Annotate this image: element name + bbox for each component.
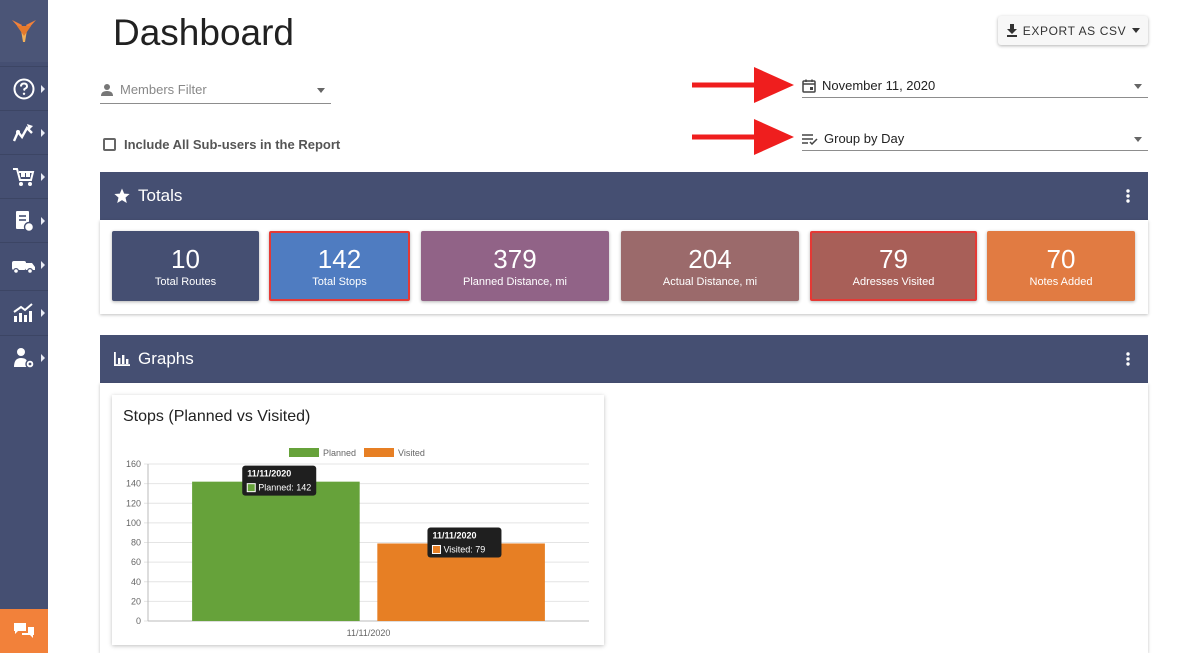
annotation-arrow-date — [692, 67, 794, 103]
total-card-routes[interactable]: 10 Total Routes — [112, 231, 259, 301]
page-title: Dashboard — [113, 12, 295, 53]
vehicles-icon — [12, 260, 35, 274]
total-card-addresses-visited[interactable]: 79 Adresses Visited — [810, 231, 977, 301]
sidebar-item-team-settings[interactable] — [0, 335, 48, 379]
sidebar-item-cart[interactable] — [0, 154, 48, 198]
annotation-arrow-group — [692, 119, 794, 155]
y-tick-label: 20 — [131, 596, 141, 606]
tooltip-swatch — [246, 483, 256, 493]
total-card-value: 142 — [317, 244, 362, 274]
totals-title: Totals — [138, 186, 183, 205]
include-subusers-label: Include All Sub-users in the Report — [124, 137, 341, 152]
bar-chart-icon — [114, 352, 130, 366]
total-card-label: Total Stops — [312, 276, 367, 288]
tooltip-title: 11/11/2020 — [432, 530, 476, 540]
sidebar-item-vehicles[interactable] — [0, 242, 48, 286]
total-card-label: Planned Distance, mi — [463, 276, 567, 288]
y-tick-label: 120 — [126, 498, 141, 508]
help-icon — [13, 78, 35, 99]
total-card-notes-added[interactable]: 70 Notes Added — [987, 231, 1135, 301]
export-csv-button[interactable]: EXPORT AS CSV — [998, 16, 1148, 45]
y-tick-label: 140 — [126, 479, 141, 489]
tooltip-swatch — [431, 544, 441, 554]
total-card-stops[interactable]: 142 Total Stops — [269, 231, 410, 301]
bar-planned — [192, 481, 360, 621]
tooltip-text: Visited: 79 — [443, 544, 485, 554]
dropdown-caret-icon — [1134, 83, 1142, 89]
total-card-label: Notes Added — [1029, 276, 1093, 288]
stops-chart-card: Stops (Planned vs Visited) 0 20 40 60 80 100 1… — [112, 395, 604, 645]
dropdown-caret-icon — [317, 87, 325, 93]
calendar-icon — [802, 79, 816, 93]
group-by-value: Group by Day — [824, 131, 905, 146]
y-tick-label: 160 — [126, 459, 141, 469]
date-value: November 11, 2020 — [822, 78, 936, 93]
legend-label: Visited — [398, 448, 425, 458]
chevron-down-icon — [1132, 28, 1141, 33]
include-subusers-row[interactable]: Include All Sub-users in the Report — [103, 137, 340, 152]
total-card-value: 204 — [688, 244, 732, 274]
y-tick-label: 60 — [131, 557, 141, 567]
download-icon — [1006, 24, 1017, 37]
tooltip-text: Planned: 142 — [258, 483, 311, 493]
total-card-label: Actual Distance, mi — [662, 276, 758, 288]
graphs-title: Graphs — [138, 349, 194, 368]
group-by-select[interactable]: Group by Day — [802, 127, 1148, 151]
include-subusers-checkbox[interactable] — [103, 138, 116, 151]
tooltip-box — [427, 527, 502, 558]
chat-button[interactable] — [0, 609, 48, 653]
stops-bar-chart: 0 20 40 60 80 100 120 140 160 Planned Visited 11/11… — [126, 448, 589, 638]
total-card-actual-distance[interactable]: 204 Actual Distance, mi — [621, 231, 799, 301]
star-icon — [114, 188, 130, 203]
logo-icon — [12, 20, 36, 42]
members-filter[interactable]: Members Filter — [100, 76, 331, 104]
legend-swatch — [364, 448, 394, 457]
sidebar-item-analytics[interactable] — [0, 290, 48, 334]
analytics-icon — [13, 302, 33, 322]
total-card-value: 70 — [1046, 244, 1076, 274]
orders-icon — [16, 210, 35, 232]
legend-swatch — [289, 448, 319, 457]
y-tick-label: 40 — [131, 577, 141, 587]
total-card-value: 379 — [493, 244, 537, 274]
route4me-logo[interactable] — [0, 0, 48, 62]
chart-title: Stops (Planned vs Visited) — [123, 408, 311, 425]
sidebar-item-orders[interactable] — [0, 198, 48, 242]
members-filter-placeholder: Members Filter — [120, 82, 207, 97]
sidebar-item-routes[interactable] — [0, 110, 48, 154]
y-tick-label: 0 — [136, 616, 141, 626]
legend-label: Planned — [323, 448, 356, 458]
graphs-panel-header: Graphs — [100, 335, 1148, 383]
person-icon — [101, 83, 113, 96]
list-check-icon — [802, 133, 818, 145]
team-settings-icon — [14, 347, 35, 369]
total-card-value: 10 — [171, 244, 200, 274]
sidebar — [0, 0, 48, 653]
tooltip-title: 11/11/2020 — [247, 469, 291, 479]
dropdown-caret-icon — [1134, 136, 1142, 142]
export-csv-label: EXPORT AS CSV — [1022, 23, 1127, 38]
total-card-value: 79 — [879, 244, 908, 274]
total-card-planned-distance[interactable]: 379 Planned Distance, mi — [421, 231, 609, 301]
y-tick-label: 80 — [131, 538, 141, 548]
date-select[interactable]: November 11, 2020 — [802, 74, 1148, 98]
total-card-label: Adresses Visited — [852, 276, 935, 288]
x-tick-label: 11/11/2020 — [347, 628, 391, 638]
y-tick-label: 100 — [126, 518, 141, 528]
totals-panel-header: Totals — [100, 172, 1148, 220]
routes-icon — [12, 123, 33, 141]
cart-icon — [13, 167, 35, 186]
total-card-label: Total Routes — [154, 276, 217, 288]
tooltip-box — [242, 465, 317, 496]
chat-icon — [14, 623, 34, 638]
more-vert-icon[interactable] — [1126, 189, 1130, 203]
sidebar-item-help[interactable] — [0, 66, 48, 110]
more-vert-icon[interactable] — [1126, 352, 1130, 366]
